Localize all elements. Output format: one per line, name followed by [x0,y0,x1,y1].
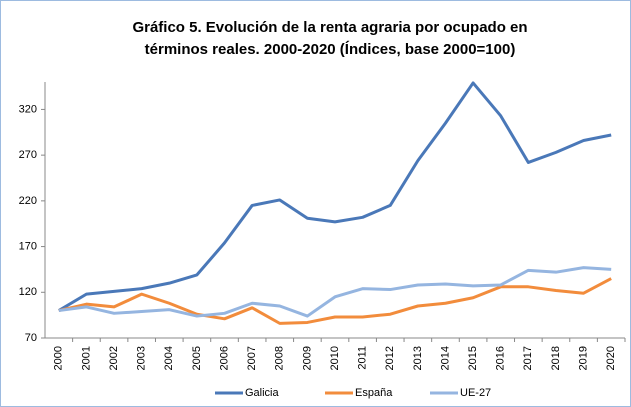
x-tick-label: 2002 [108,346,120,370]
x-tick-label: 2007 [246,346,258,370]
x-tick-label: 2017 [522,346,534,370]
y-tick-label: 220 [19,195,37,207]
x-tick-label: 2014 [439,346,451,370]
legend-label: España [355,387,393,399]
y-tick-label: 120 [19,286,37,298]
x-tick-label: 2010 [329,346,341,370]
y-tick-label: 320 [19,103,37,115]
series-line [58,277,612,325]
x-tick-label: 2018 [550,346,562,370]
y-tick-label: 170 [19,240,37,252]
x-tick-label: 2004 [163,346,175,370]
y-tick-label: 70 [25,332,37,344]
x-tick-label: 2001 [80,346,92,370]
x-tick-label: 2008 [274,346,286,370]
x-tick-label: 2006 [218,346,230,370]
x-tick-label: 2015 [467,346,479,370]
x-tick-label: 2020 [605,346,617,370]
x-tick-label: 2000 [53,346,65,370]
chart-title: términos reales. 2000-2020 (Índices, bas… [145,41,516,58]
x-tick-label: 2013 [412,346,424,370]
x-tick-label: 2012 [384,346,396,370]
series-line [58,81,612,312]
x-tick-label: 2011 [357,346,369,370]
x-tick-label: 2019 [577,346,589,370]
legend-label: UE-27 [460,387,491,399]
series-line [58,266,612,318]
chart-title: Gráfico 5. Evolución de la renta agraria… [132,19,527,36]
x-tick-label: 2016 [495,346,507,370]
legend-label: Galicia [245,387,280,399]
y-tick-label: 270 [19,149,37,161]
x-tick-label: 2005 [191,346,203,370]
x-tick-label: 2009 [301,346,313,370]
x-tick-label: 2003 [136,346,148,370]
